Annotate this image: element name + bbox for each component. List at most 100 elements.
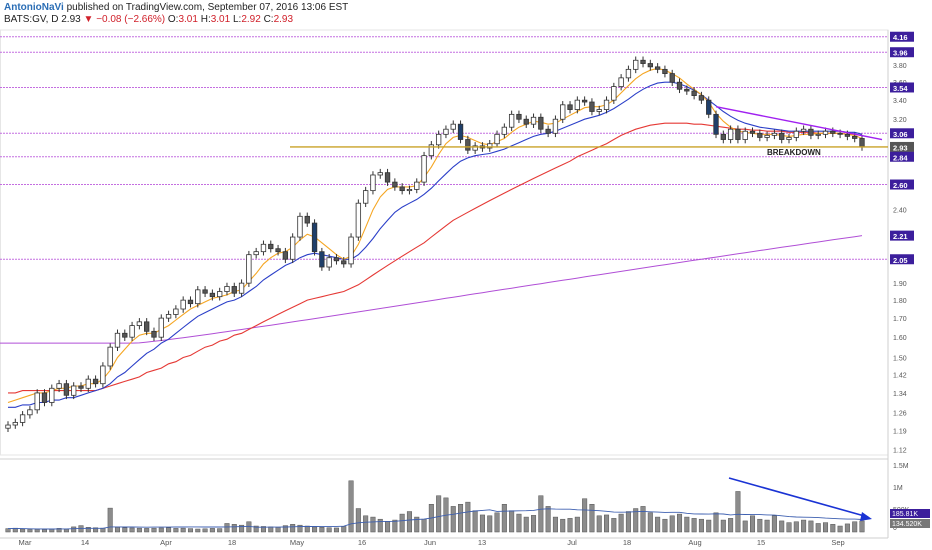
x-tick-label: Jul [567,538,577,547]
candle [260,243,267,253]
candle [830,130,836,134]
volume-bar [479,514,485,533]
candle [370,174,376,192]
x-tick-label: 15 [757,538,765,547]
volume-bar [662,518,668,533]
candle [384,172,391,183]
volume-bar [604,514,610,533]
breakdown-label: BREAKDOWN [767,148,821,157]
candle [552,118,559,134]
candle [173,308,179,315]
candle [691,90,697,96]
candle [253,251,259,256]
candle [443,128,449,135]
volume-bar [720,519,726,533]
candle [450,123,456,130]
candle [516,113,522,120]
low-value: 2.92 [241,14,261,25]
candle [341,260,347,265]
volume-bar [764,519,770,533]
author-name[interactable]: AntonioNaVi [4,2,64,13]
candle [786,137,792,140]
candle [633,59,639,70]
candle [187,299,194,305]
price-tag-label: 3.06 [893,130,908,139]
volume-bar [414,516,420,533]
volume-bar [355,508,361,533]
candle [465,139,471,151]
volume-bar [151,527,157,533]
volume-bar [713,512,719,533]
y-tick-label: 1.34 [893,391,907,398]
price-tag [890,31,914,42]
volume-bar [757,518,763,533]
candle [290,236,296,260]
volume-bar [268,526,274,533]
sma-mid-line [8,81,863,408]
volume-bar [406,511,412,533]
candle [530,116,537,125]
volume-bar [312,526,318,533]
x-tick-label: 14 [81,538,89,547]
volume-bar [698,518,704,533]
candle [275,248,281,253]
volume-bar [341,526,347,533]
volume-bar [523,516,529,533]
candle [231,286,237,294]
candle [158,317,164,338]
high-value: 3.01 [210,14,231,25]
y-tick-label: 2.40 [893,208,907,215]
open-label: O: [167,14,179,25]
candle [297,215,303,238]
volume-bar [224,523,230,533]
candle [435,133,442,146]
volume-bar [202,528,208,533]
candle [238,282,245,294]
candle [779,132,785,140]
volume-bar [93,527,99,533]
volume-bar [217,528,223,533]
candle [625,68,632,79]
price-tag-label: 2.84 [893,153,908,162]
volume-bar [844,523,850,533]
candle [414,181,420,190]
candle [129,325,135,338]
volume-bar [239,524,245,533]
candle [852,135,858,139]
y-tick-label: 1.19 [893,428,907,435]
volume-bar [560,518,566,533]
candle [640,59,646,64]
volume-bar [691,518,697,533]
volume-bar [136,527,142,533]
symbol-label: BATS:GV, D [4,14,59,25]
high-label: H: [200,14,211,25]
x-tick-label: Apr [160,538,172,547]
grid [0,29,889,539]
volume-bar [333,527,339,533]
candle [764,134,770,138]
volume-bar [180,527,186,533]
candle [844,133,851,137]
candle [78,385,84,389]
candle [406,188,413,192]
volume-bar [34,528,40,533]
volume-bar [545,506,551,533]
candle [12,422,18,426]
candle [800,128,807,132]
volume-tick-label: 1.5M [893,463,909,470]
candle [63,383,70,396]
volume-bar [187,528,193,533]
volume-bar [114,527,120,533]
last-price: 2.93 [61,14,81,25]
candle [706,99,712,115]
y-tick-label: 3.20 [893,117,907,124]
volume-bar [793,521,799,533]
volume-bar [582,498,588,533]
candle [399,186,405,192]
candle [538,116,544,130]
volume-bar [735,491,741,533]
candle [603,99,610,110]
volume-bar [41,529,48,533]
volume-bar [173,528,179,533]
